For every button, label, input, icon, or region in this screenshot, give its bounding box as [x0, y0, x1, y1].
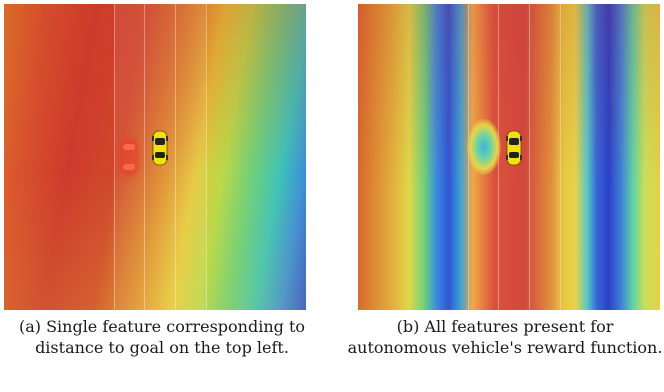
lane-line — [114, 4, 115, 310]
lane-line — [529, 4, 530, 310]
lane-line — [175, 4, 176, 310]
autonomous-car-icon — [152, 130, 168, 166]
caption-a: (a) Single feature corresponding to dist… — [18, 317, 306, 357]
autonomous-car-icon — [506, 130, 522, 166]
heatmap-single-feature — [4, 4, 306, 310]
lane-line — [206, 4, 207, 310]
caption-b: (b) All features present for autonomous … — [347, 317, 663, 357]
lane-line — [144, 4, 145, 310]
lane-line — [560, 4, 561, 310]
other-vehicle-halo — [467, 119, 501, 175]
heatmap-all-features — [358, 4, 660, 310]
other-vehicle-ghost — [120, 138, 138, 176]
